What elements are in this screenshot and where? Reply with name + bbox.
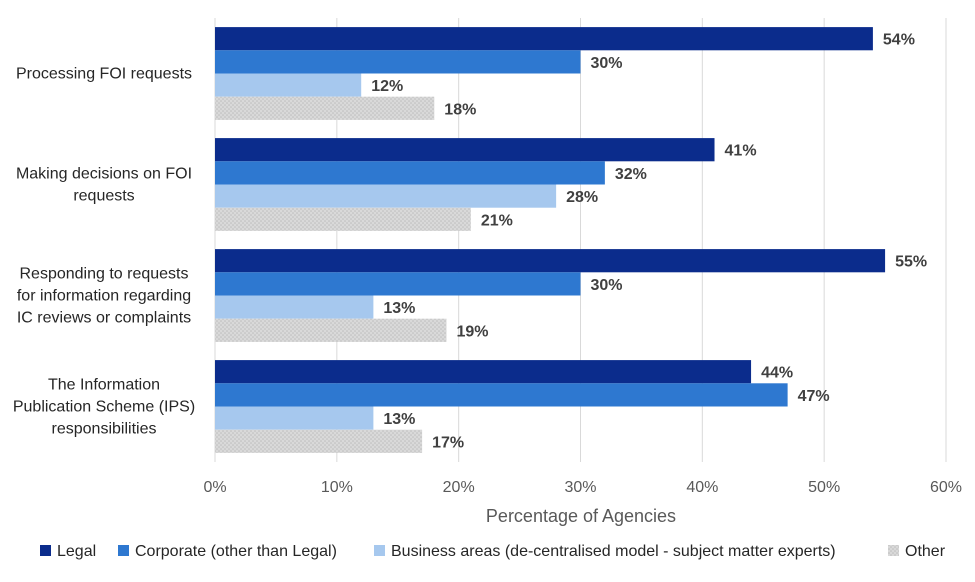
- legend-label[interactable]: Business areas (de-centralised model - s…: [391, 543, 836, 560]
- data-label: 32%: [615, 166, 647, 183]
- bar: [215, 184, 557, 208]
- data-label: 55%: [895, 254, 927, 271]
- data-labels: 54% 30% 12% 18% 41% 32% 28% 21% 55% 30% 13% 19% 44% 4…: [371, 32, 927, 452]
- legend-label[interactable]: Corporate (other than Legal): [135, 543, 337, 560]
- legend-label[interactable]: Other: [905, 543, 946, 560]
- bar: [215, 96, 435, 120]
- x-tick-label: 60%: [930, 479, 962, 496]
- category-labels: Processing FOI requests Making decisions …: [13, 66, 195, 438]
- bar: [215, 406, 374, 430]
- category-label: The Information Publication Scheme (IPS) r…: [13, 377, 195, 438]
- category-label-line: for information regarding: [17, 288, 191, 305]
- category-label-line: Making decisions on FOI: [16, 166, 192, 183]
- bars: [215, 27, 886, 453]
- x-tick-label: 0%: [203, 479, 226, 496]
- bar: [215, 383, 788, 407]
- category-label: Responding to requests for information re…: [17, 266, 191, 327]
- data-label: 21%: [481, 212, 513, 229]
- category-label-line: The Information: [48, 377, 160, 394]
- bar: [215, 360, 752, 384]
- data-label: 19%: [456, 323, 488, 340]
- x-axis-title: Percentage of Agencies: [486, 506, 676, 526]
- bar: [215, 138, 715, 162]
- bar: [215, 73, 362, 97]
- category-label-line: requests: [73, 188, 134, 205]
- bar: [215, 272, 581, 296]
- category-label-line: IC reviews or complaints: [17, 310, 191, 327]
- bar: [215, 161, 605, 185]
- data-label: 12%: [371, 78, 403, 95]
- x-axis-ticks: 0% 10% 20% 30% 40% 50% 60%: [203, 479, 962, 496]
- legend-swatch[interactable]: [888, 545, 899, 556]
- data-label: 30%: [591, 277, 623, 294]
- category-label-line: responsibilities: [52, 421, 157, 438]
- data-label: 30%: [591, 55, 623, 72]
- data-label: 13%: [383, 300, 415, 317]
- data-label: 28%: [566, 189, 598, 206]
- x-tick-label: 10%: [321, 479, 353, 496]
- data-label: 13%: [383, 411, 415, 428]
- data-label: 41%: [725, 143, 757, 160]
- data-label: 44%: [761, 365, 793, 382]
- legend-swatch[interactable]: [374, 545, 385, 556]
- legend-swatch[interactable]: [118, 545, 129, 556]
- bar: [215, 249, 886, 273]
- bar: [215, 295, 374, 319]
- x-tick-label: 30%: [564, 479, 596, 496]
- bar: [215, 318, 447, 342]
- bar: [215, 207, 471, 231]
- bar: [215, 27, 873, 51]
- x-tick-label: 50%: [808, 479, 840, 496]
- x-tick-label: 20%: [443, 479, 475, 496]
- category-label: Making decisions on FOI requests: [16, 166, 192, 205]
- data-label: 54%: [883, 32, 915, 49]
- data-label: 18%: [444, 101, 476, 118]
- category-label-line: Processing FOI requests: [16, 66, 192, 83]
- data-label: 17%: [432, 434, 464, 451]
- bar: [215, 50, 581, 74]
- legend[interactable]: Legal Corporate (other than Legal) Busines…: [40, 543, 946, 560]
- category-label: Processing FOI requests: [16, 66, 192, 83]
- data-label: 47%: [798, 388, 830, 405]
- bar: [215, 429, 423, 453]
- legend-swatch[interactable]: [40, 545, 51, 556]
- legend-label[interactable]: Legal: [57, 543, 96, 560]
- x-tick-label: 40%: [686, 479, 718, 496]
- category-label-line: Responding to requests: [20, 266, 189, 283]
- category-label-line: Publication Scheme (IPS): [13, 399, 195, 416]
